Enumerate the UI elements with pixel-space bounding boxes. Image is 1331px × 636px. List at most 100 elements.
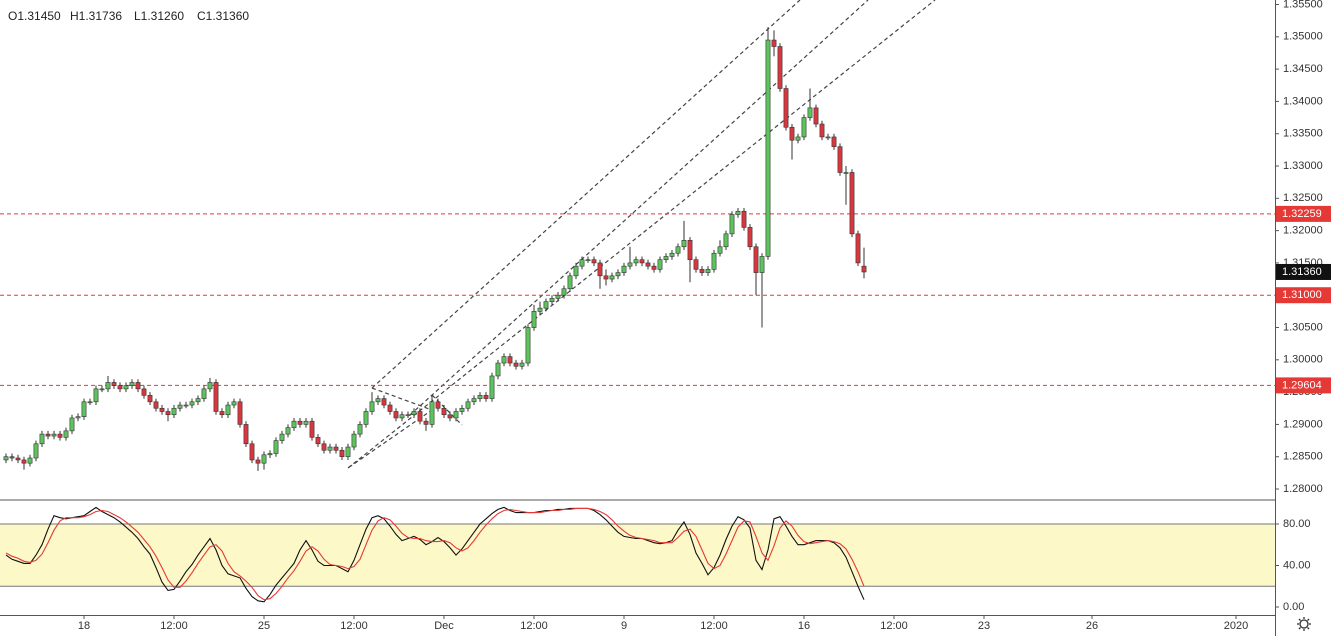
- candle-body: [489, 375, 495, 399]
- y-tick-label: 1.28000: [1283, 483, 1323, 495]
- candle-body: [249, 443, 255, 461]
- candle-body: [63, 430, 69, 438]
- candle-body: [615, 272, 621, 277]
- level-badge-label: 1.32259: [1282, 208, 1322, 220]
- candle-body: [147, 395, 153, 403]
- candle-body: [207, 382, 213, 390]
- candle-body: [741, 210, 747, 228]
- candle-body: [819, 123, 825, 138]
- candle-body: [15, 457, 21, 461]
- y-tick-label: 1.32500: [1283, 192, 1323, 204]
- candle-body: [57, 433, 63, 438]
- level-badge-label: 1.29604: [1282, 379, 1322, 391]
- candle-body: [21, 459, 27, 464]
- candle-body: [309, 420, 315, 438]
- y-tick-label: 1.29000: [1283, 418, 1323, 430]
- candle-body: [159, 407, 165, 412]
- candle-body: [453, 411, 459, 419]
- candle-body: [555, 294, 561, 299]
- candle-body: [105, 382, 111, 390]
- candle-body: [243, 424, 249, 445]
- candle-body: [801, 117, 807, 138]
- candle-body: [669, 252, 675, 257]
- candle-body: [657, 259, 663, 270]
- candle-body: [165, 411, 171, 416]
- candle-body: [507, 356, 513, 364]
- x-tick-label: 12:00: [340, 620, 368, 632]
- x-tick-label: 12:00: [520, 620, 548, 632]
- candle-body: [375, 398, 381, 403]
- candle-body: [369, 401, 375, 412]
- candle-body: [189, 401, 195, 406]
- candle-body: [51, 433, 57, 437]
- candle-body: [561, 288, 567, 296]
- candle-body: [351, 433, 357, 448]
- candle-body: [807, 107, 813, 118]
- candle-body: [855, 233, 861, 264]
- candle-body: [363, 411, 369, 425]
- candle-body: [255, 459, 261, 464]
- candle-body: [429, 401, 435, 425]
- candle-body: [345, 446, 351, 458]
- osc-y-tick-label: 0.00: [1283, 601, 1304, 613]
- candle-body: [687, 240, 693, 260]
- candle-body: [237, 401, 243, 425]
- candle-body: [315, 437, 321, 445]
- y-tick-label: 1.32000: [1283, 225, 1323, 237]
- candle-body: [567, 275, 573, 290]
- candle-body: [783, 88, 789, 128]
- candle-body: [675, 246, 681, 254]
- candle-body: [717, 246, 723, 254]
- candle-body: [261, 454, 267, 464]
- candle-body: [267, 453, 273, 456]
- candle-body: [513, 362, 519, 367]
- candle-body: [789, 126, 795, 141]
- settings-icon[interactable]: [1297, 617, 1311, 631]
- candle-body: [465, 401, 471, 409]
- candle-body: [771, 39, 777, 47]
- candle-body: [357, 424, 363, 435]
- candle-body: [591, 259, 597, 264]
- candles: [3, 27, 867, 471]
- candle-body: [129, 382, 135, 386]
- candle-body: [225, 404, 231, 416]
- candle-body: [423, 420, 429, 425]
- candle-body: [729, 214, 735, 235]
- candle-body: [291, 420, 297, 428]
- x-tick-label: 12:00: [880, 620, 908, 632]
- candle-body: [861, 265, 867, 273]
- candle-body: [303, 420, 309, 425]
- ohlc-high: H1.31736: [70, 9, 122, 23]
- candle-body: [273, 440, 279, 454]
- candle-body: [285, 427, 291, 435]
- candle-body: [75, 416, 81, 419]
- candle-body: [213, 382, 219, 412]
- level-badge: [1276, 287, 1331, 304]
- candle-body: [417, 411, 423, 422]
- osc-y-tick-label: 80.00: [1283, 518, 1311, 530]
- y-tick-label: 1.34500: [1283, 63, 1323, 75]
- candle-body: [387, 404, 393, 412]
- candle-body: [471, 398, 477, 403]
- candle-body: [195, 398, 201, 403]
- candle-body: [579, 259, 585, 267]
- candle-body: [663, 256, 669, 260]
- x-tick-label: 23: [978, 620, 990, 632]
- candle-body: [39, 433, 45, 445]
- candle-body: [531, 311, 537, 328]
- candle-body: [519, 362, 525, 367]
- candle-body: [33, 443, 39, 459]
- ohlc-low: L1.31260: [134, 9, 184, 23]
- y-tick-label: 1.28500: [1283, 451, 1323, 463]
- candle-body: [69, 417, 75, 432]
- oscillator-line: [5, 507, 865, 601]
- candle-body: [393, 411, 399, 419]
- oscillator-band: [0, 523, 1275, 587]
- candle-body: [795, 136, 801, 141]
- candle-body: [699, 269, 705, 273]
- x-tick-label: 12:00: [160, 620, 188, 632]
- candle-body: [735, 210, 741, 215]
- x-tick-label: 2020: [1224, 620, 1248, 632]
- oscillator-line: [5, 506, 865, 603]
